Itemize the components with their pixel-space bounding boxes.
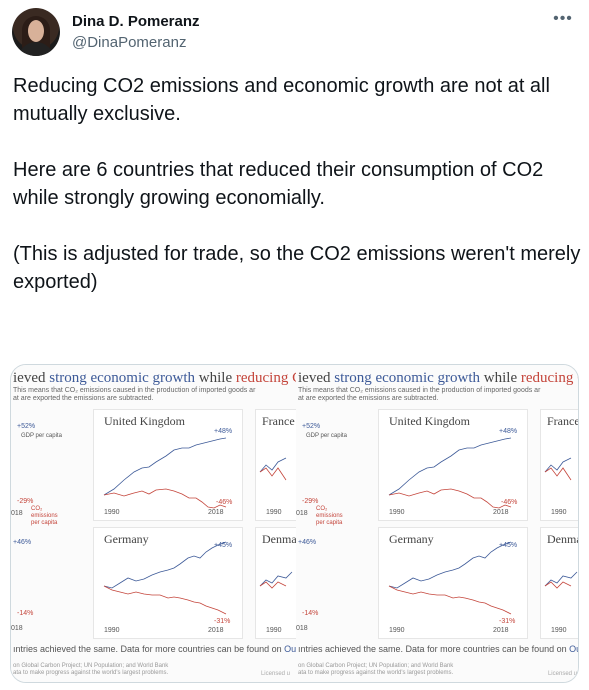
denmark-start-year: 1990: [551, 627, 567, 634]
tweet-paragraph: Reducing CO2 emissions and economic grow…: [13, 75, 550, 125]
uk-co2-change: -46%: [216, 499, 233, 506]
uk-lines: [103, 437, 227, 509]
uk-end-year: 2018: [493, 509, 509, 516]
country-name: United Kingdom: [389, 414, 470, 428]
chart-uk: United Kingdom +48% -46% 1990 2018: [378, 409, 528, 521]
chart-uk: United Kingdom +48% -46% 1990 2018: [93, 409, 243, 521]
chart-subtitle: This means that CO₂ emissions caused in …: [13, 387, 256, 402]
edge-year: 018: [11, 625, 23, 632]
germany-lines: [388, 541, 512, 615]
country-name: Denmar: [547, 532, 578, 546]
tweet-media[interactable]: ieved strong economic growth while reduc…: [10, 364, 579, 683]
edge-gdp-label: GDP per capita: [306, 433, 347, 439]
chart-germany: Germany +45% -31% 1990 2018: [378, 527, 528, 639]
country-name: Germany: [389, 532, 434, 546]
media-panel-right[interactable]: ieved strong economic growth while reduc…: [296, 365, 579, 682]
france-lines: [544, 457, 572, 481]
source-text: on Global Carbon Project; UN Population;…: [298, 663, 454, 676]
avatar[interactable]: [12, 8, 60, 56]
uk-gdp-change: +48%: [214, 428, 233, 435]
uk-start-year: 1990: [389, 509, 405, 516]
denmark-start-year: 1990: [266, 627, 282, 634]
uk-start-year: 1990: [104, 509, 120, 516]
chart-subtitle: This means that CO₂ emissions caused in …: [298, 387, 541, 402]
tweet-paragraph: (This is adjusted for trade, so the CO2 …: [13, 243, 581, 293]
chart-title: ieved strong economic growth while reduc…: [13, 370, 296, 386]
license-text: Licensed u: [547, 671, 577, 677]
chart-title: ieved strong economic growth while reduc…: [298, 370, 578, 386]
country-name: France: [547, 414, 579, 428]
edge-co2-label: CO₂ emissions per capita: [316, 506, 343, 526]
country-name: France: [262, 414, 295, 428]
germany-start-year: 1990: [104, 627, 120, 634]
chart-germany: Germany +45% -31% 1990 2018: [93, 527, 243, 639]
tweet-text: Reducing CO2 emissions and economic grow…: [13, 72, 583, 324]
uk-end-year: 2018: [208, 509, 224, 516]
edge-gdp-pct: +52%: [302, 423, 321, 430]
germany-co2-change: -31%: [499, 618, 516, 625]
edge-pct: -14%: [302, 610, 319, 617]
denmark-lines: [259, 571, 293, 589]
edge-co2-label: CO₂ emissions per capita: [31, 506, 58, 526]
france-lines: [259, 457, 287, 481]
tweet-header: Dina D. Pomeranz @DinaPomeranz •••: [12, 8, 577, 58]
germany-co2-change: -31%: [214, 618, 231, 625]
germany-end-year: 2018: [208, 627, 224, 634]
source-text: on Global Carbon Project; UN Population;…: [13, 663, 169, 676]
media-panel-left[interactable]: ieved strong economic growth while reduc…: [11, 365, 296, 682]
germany-start-year: 1990: [389, 627, 405, 634]
author-handle[interactable]: @DinaPomeranz: [72, 34, 187, 51]
edge-year: 018: [296, 625, 308, 632]
edge-gdp-label: GDP per capita: [21, 433, 62, 439]
chart-denmark: Denmar 1990: [540, 527, 578, 639]
author-name[interactable]: Dina D. Pomeranz: [72, 13, 200, 30]
chart-denmark: Denmar 1990: [255, 527, 296, 639]
country-name: Germany: [104, 532, 149, 546]
uk-co2-change: -46%: [501, 499, 518, 506]
germany-lines: [103, 541, 227, 615]
edge-co2-pct: -29%: [302, 498, 319, 505]
edge-pct: -14%: [17, 610, 34, 617]
tweet-paragraph: Here are 6 countries that reduced their …: [13, 159, 544, 209]
edge-co2-pct: -29%: [17, 498, 34, 505]
edge-pct: +46%: [13, 539, 32, 546]
footer-text: ıntries achieved the same. Data for more…: [298, 644, 578, 654]
germany-gdp-change: +45%: [499, 542, 518, 549]
france-start-year: 1990: [551, 509, 567, 516]
edge-gdp-pct: +52%: [17, 423, 36, 430]
denmark-lines: [544, 571, 578, 589]
france-start-year: 1990: [266, 509, 282, 516]
chart-france: France 1990: [540, 409, 579, 521]
chart-france: France 1990: [255, 409, 296, 521]
uk-lines: [388, 437, 512, 509]
country-name: United Kingdom: [104, 414, 185, 428]
edge-year: 018: [11, 510, 23, 517]
uk-gdp-change: +48%: [499, 428, 518, 435]
germany-end-year: 2018: [493, 627, 509, 634]
footer-text: ıntries achieved the same. Data for more…: [13, 644, 296, 654]
license-text: Licensed u: [260, 671, 290, 677]
more-options-icon[interactable]: •••: [553, 10, 573, 27]
germany-gdp-change: +45%: [214, 542, 233, 549]
edge-year: 018: [296, 510, 308, 517]
edge-pct: +46%: [298, 539, 317, 546]
country-name: Denmar: [262, 532, 296, 546]
